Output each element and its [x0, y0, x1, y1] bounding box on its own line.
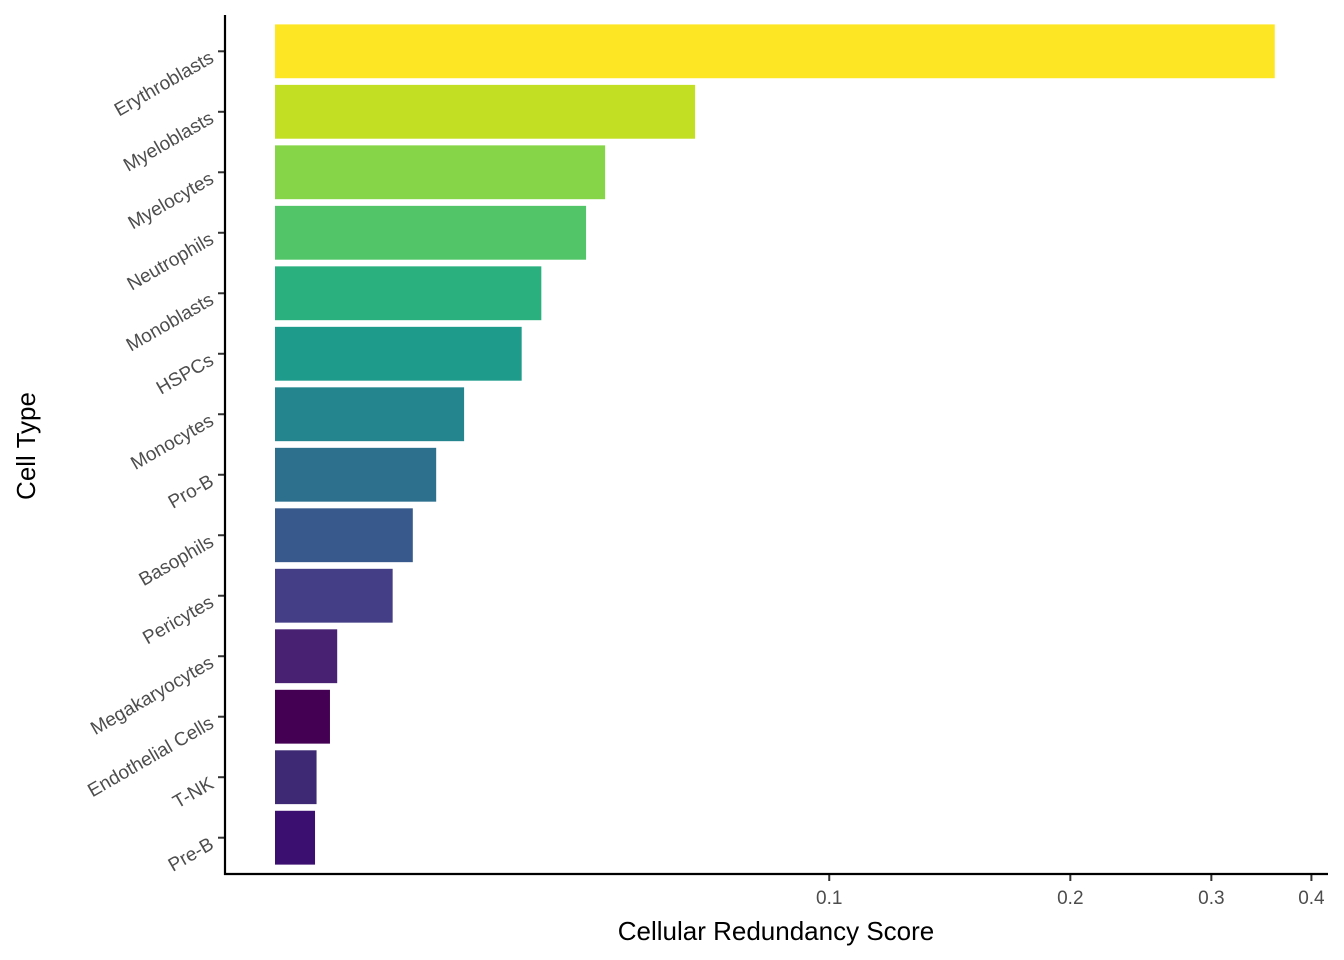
- bar-pericytes: [275, 568, 393, 623]
- bar-pre-b: [275, 810, 316, 865]
- y-tick-label: Neutrophils: [124, 229, 218, 295]
- bar-myelocytes: [275, 145, 606, 200]
- bar-endothelial-cells: [275, 689, 330, 744]
- x-axis-title: Cellular Redundancy Score: [618, 916, 935, 946]
- bar-hspcs: [275, 326, 522, 381]
- x-tick-label: 0.4: [1298, 888, 1325, 909]
- y-tick-label: Monoblasts: [123, 289, 218, 356]
- x-tick-label: 0.3: [1198, 888, 1224, 909]
- bar-erythroblasts: [275, 24, 1275, 79]
- bar-neutrophils: [275, 205, 587, 260]
- x-tick-label: 0.2: [1057, 888, 1083, 909]
- y-axis-title: Cell Type: [11, 392, 41, 500]
- bar-t-nk: [275, 750, 317, 805]
- bars-group: [275, 24, 1275, 865]
- y-tick-label: Pre-B: [165, 834, 218, 876]
- bar-myeloblasts: [275, 84, 696, 139]
- bar-pro-b: [275, 447, 437, 502]
- y-tick-label: Pro-B: [165, 471, 218, 513]
- bar-basophils: [275, 508, 413, 563]
- y-tick-label: T-NK: [170, 773, 218, 813]
- bar-monocytes: [275, 387, 465, 442]
- bar-monoblasts: [275, 266, 542, 321]
- y-tick-label: HSPCs: [153, 350, 217, 399]
- bar-megakaryocytes: [275, 629, 338, 684]
- y-tick-label: Myelocytes: [125, 168, 218, 234]
- y-tick-label: Pericytes: [139, 592, 217, 649]
- x-tick-label: 0.1: [816, 888, 842, 909]
- x-axis-ticks: 0.1 0.2 0.3 0.4: [816, 874, 1325, 909]
- y-axis-ticks: ErythroblastsMyeloblastsMyelocytesNeutro…: [84, 47, 225, 876]
- y-tick-label: Monocytes: [127, 410, 217, 474]
- y-tick-label: Basophils: [136, 531, 218, 590]
- y-tick-label: Myeloblasts: [120, 108, 217, 176]
